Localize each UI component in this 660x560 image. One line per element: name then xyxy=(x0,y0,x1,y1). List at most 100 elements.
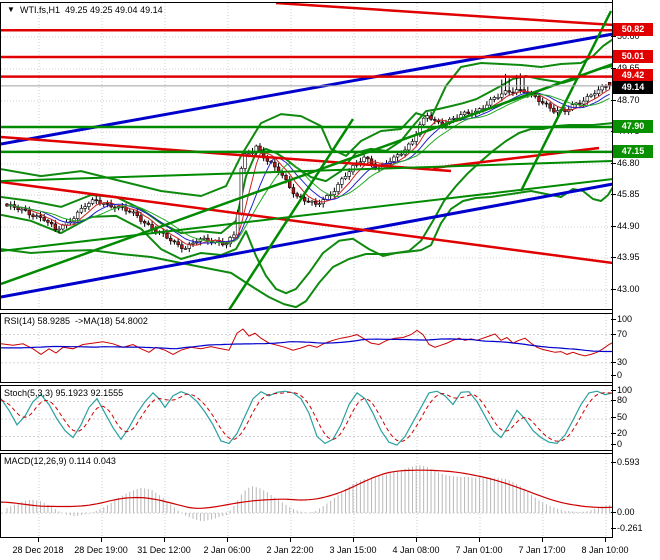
axis-tick xyxy=(611,375,616,376)
bollinger-band-inner-lower xyxy=(1,122,612,295)
price-label: 44.90 xyxy=(617,221,640,231)
macd-panel[interactable] xyxy=(0,453,613,538)
ma-ribbon-line xyxy=(6,93,610,244)
stoch-axis-label: 80 xyxy=(617,395,628,405)
rsi-axis-label: 70 xyxy=(617,329,628,339)
axis-tick xyxy=(611,444,616,445)
stoch-axis-label: 20 xyxy=(617,428,628,438)
trendline xyxy=(275,3,612,27)
time-tick xyxy=(38,538,39,542)
time-label: 2 Jan 22:00 xyxy=(266,545,314,555)
macd-axis-label: 0.00 xyxy=(617,507,635,517)
time-label: 28 Dec 2018 xyxy=(12,545,64,555)
stochastic-panel[interactable] xyxy=(0,385,613,451)
stochastic-canvas[interactable] xyxy=(1,386,612,450)
time-label: 4 Jan 08:00 xyxy=(392,545,440,555)
ma-ribbon-line xyxy=(6,89,610,246)
time-tick xyxy=(605,538,606,542)
rsi-line xyxy=(1,328,612,357)
time-label: 8 Jan 10:00 xyxy=(581,545,629,555)
trendline xyxy=(1,182,612,299)
price-badge-49.42: 49.42 xyxy=(613,69,653,82)
macd-axis-label: 0.593 xyxy=(617,457,640,467)
symbol-dropdown-icon[interactable]: ▼ xyxy=(7,5,15,14)
trendline xyxy=(1,135,452,173)
stoch-axis-label: 0 xyxy=(617,439,623,449)
axis-tick xyxy=(611,400,616,401)
axis-tick xyxy=(611,417,616,418)
axis-tick xyxy=(611,257,616,258)
price-label: 46.80 xyxy=(617,158,640,168)
axis-tick xyxy=(611,390,616,391)
stoch-axis-label: 50 xyxy=(617,412,628,422)
trendline xyxy=(519,10,612,192)
axis-tick xyxy=(611,100,616,101)
price-badge-47.90: 47.90 xyxy=(613,120,653,133)
axis-tick xyxy=(611,163,616,164)
chart-title: WTI.fs,H1 49.25 49.25 49.04 49.14 xyxy=(20,5,163,15)
trendline xyxy=(1,160,612,182)
rsi-label: RSI(14) 58.9285 ->MA(18) 54.8002 xyxy=(4,316,148,326)
time-label: 7 Jan 17:00 xyxy=(518,545,566,555)
rsi-panel[interactable] xyxy=(0,313,613,383)
stoch-axis-label: 100 xyxy=(617,385,633,395)
price-label: 43.00 xyxy=(617,284,640,294)
time-tick xyxy=(290,538,291,542)
trendline xyxy=(1,32,612,146)
axis-tick xyxy=(611,226,616,227)
time-label: 3 Jan 15:00 xyxy=(329,545,377,555)
price-label: 50.60 xyxy=(617,31,640,41)
stoch-label: Stoch(5,3,3) 95.1923 92.1555 xyxy=(4,388,124,398)
axis-tick xyxy=(611,289,616,290)
axis-tick xyxy=(611,334,616,335)
stoch-k-line xyxy=(1,390,612,446)
time-tick xyxy=(542,538,543,542)
candles xyxy=(5,73,612,253)
axis-tick xyxy=(611,528,616,529)
macd-signal-line xyxy=(1,469,612,509)
axis-tick xyxy=(611,362,616,363)
price-label: 45.85 xyxy=(617,189,640,199)
axis-tick xyxy=(611,68,616,69)
axis-tick xyxy=(611,433,616,434)
trendline xyxy=(1,180,612,265)
rsi-axis-label: 100 xyxy=(617,314,633,324)
rsi-axis-label: 30 xyxy=(617,357,628,367)
price-label: 48.70 xyxy=(617,95,640,105)
time-tick xyxy=(101,538,102,542)
ma-ribbon-line xyxy=(6,92,610,244)
main-chart-canvas[interactable] xyxy=(1,3,612,309)
axis-tick xyxy=(611,194,616,195)
rsi-canvas[interactable] xyxy=(1,314,612,382)
macd-histogram xyxy=(6,465,611,522)
price-axis-border xyxy=(612,0,613,538)
macd-canvas[interactable] xyxy=(1,454,612,537)
rsi-ma-line xyxy=(1,338,612,353)
axis-tick xyxy=(611,319,616,320)
trendline xyxy=(1,178,612,252)
price-label: 49.65 xyxy=(617,63,640,73)
time-label: 2 Jan 06:00 xyxy=(203,545,251,555)
time-tick xyxy=(353,538,354,542)
time-label: 7 Jan 01:00 xyxy=(455,545,503,555)
time-tick xyxy=(227,538,228,542)
time-tick xyxy=(479,538,480,542)
stoch-d-line xyxy=(1,391,612,442)
time-tick xyxy=(416,538,417,542)
time-label: 31 Dec 12:00 xyxy=(137,545,191,555)
axis-tick xyxy=(611,36,616,37)
macd-label: MACD(12,26,9) 0.114 0.043 xyxy=(4,456,116,466)
price-badge-47.15: 47.15 xyxy=(613,145,653,158)
main-chart-panel[interactable] xyxy=(0,2,613,310)
time-tick xyxy=(164,538,165,542)
trendline xyxy=(1,63,612,286)
price-badge-49.14: 49.14 xyxy=(613,81,653,94)
bollinger-band-outer-upper xyxy=(1,38,612,197)
time-label: 28 Dec 19:00 xyxy=(74,545,128,555)
rsi-axis-label: 0 xyxy=(617,370,623,380)
axis-tick xyxy=(611,462,616,463)
macd-axis-label: -0.261 xyxy=(617,523,643,533)
price-badge-50.82: 50.82 xyxy=(613,23,653,36)
axis-tick xyxy=(611,512,616,513)
